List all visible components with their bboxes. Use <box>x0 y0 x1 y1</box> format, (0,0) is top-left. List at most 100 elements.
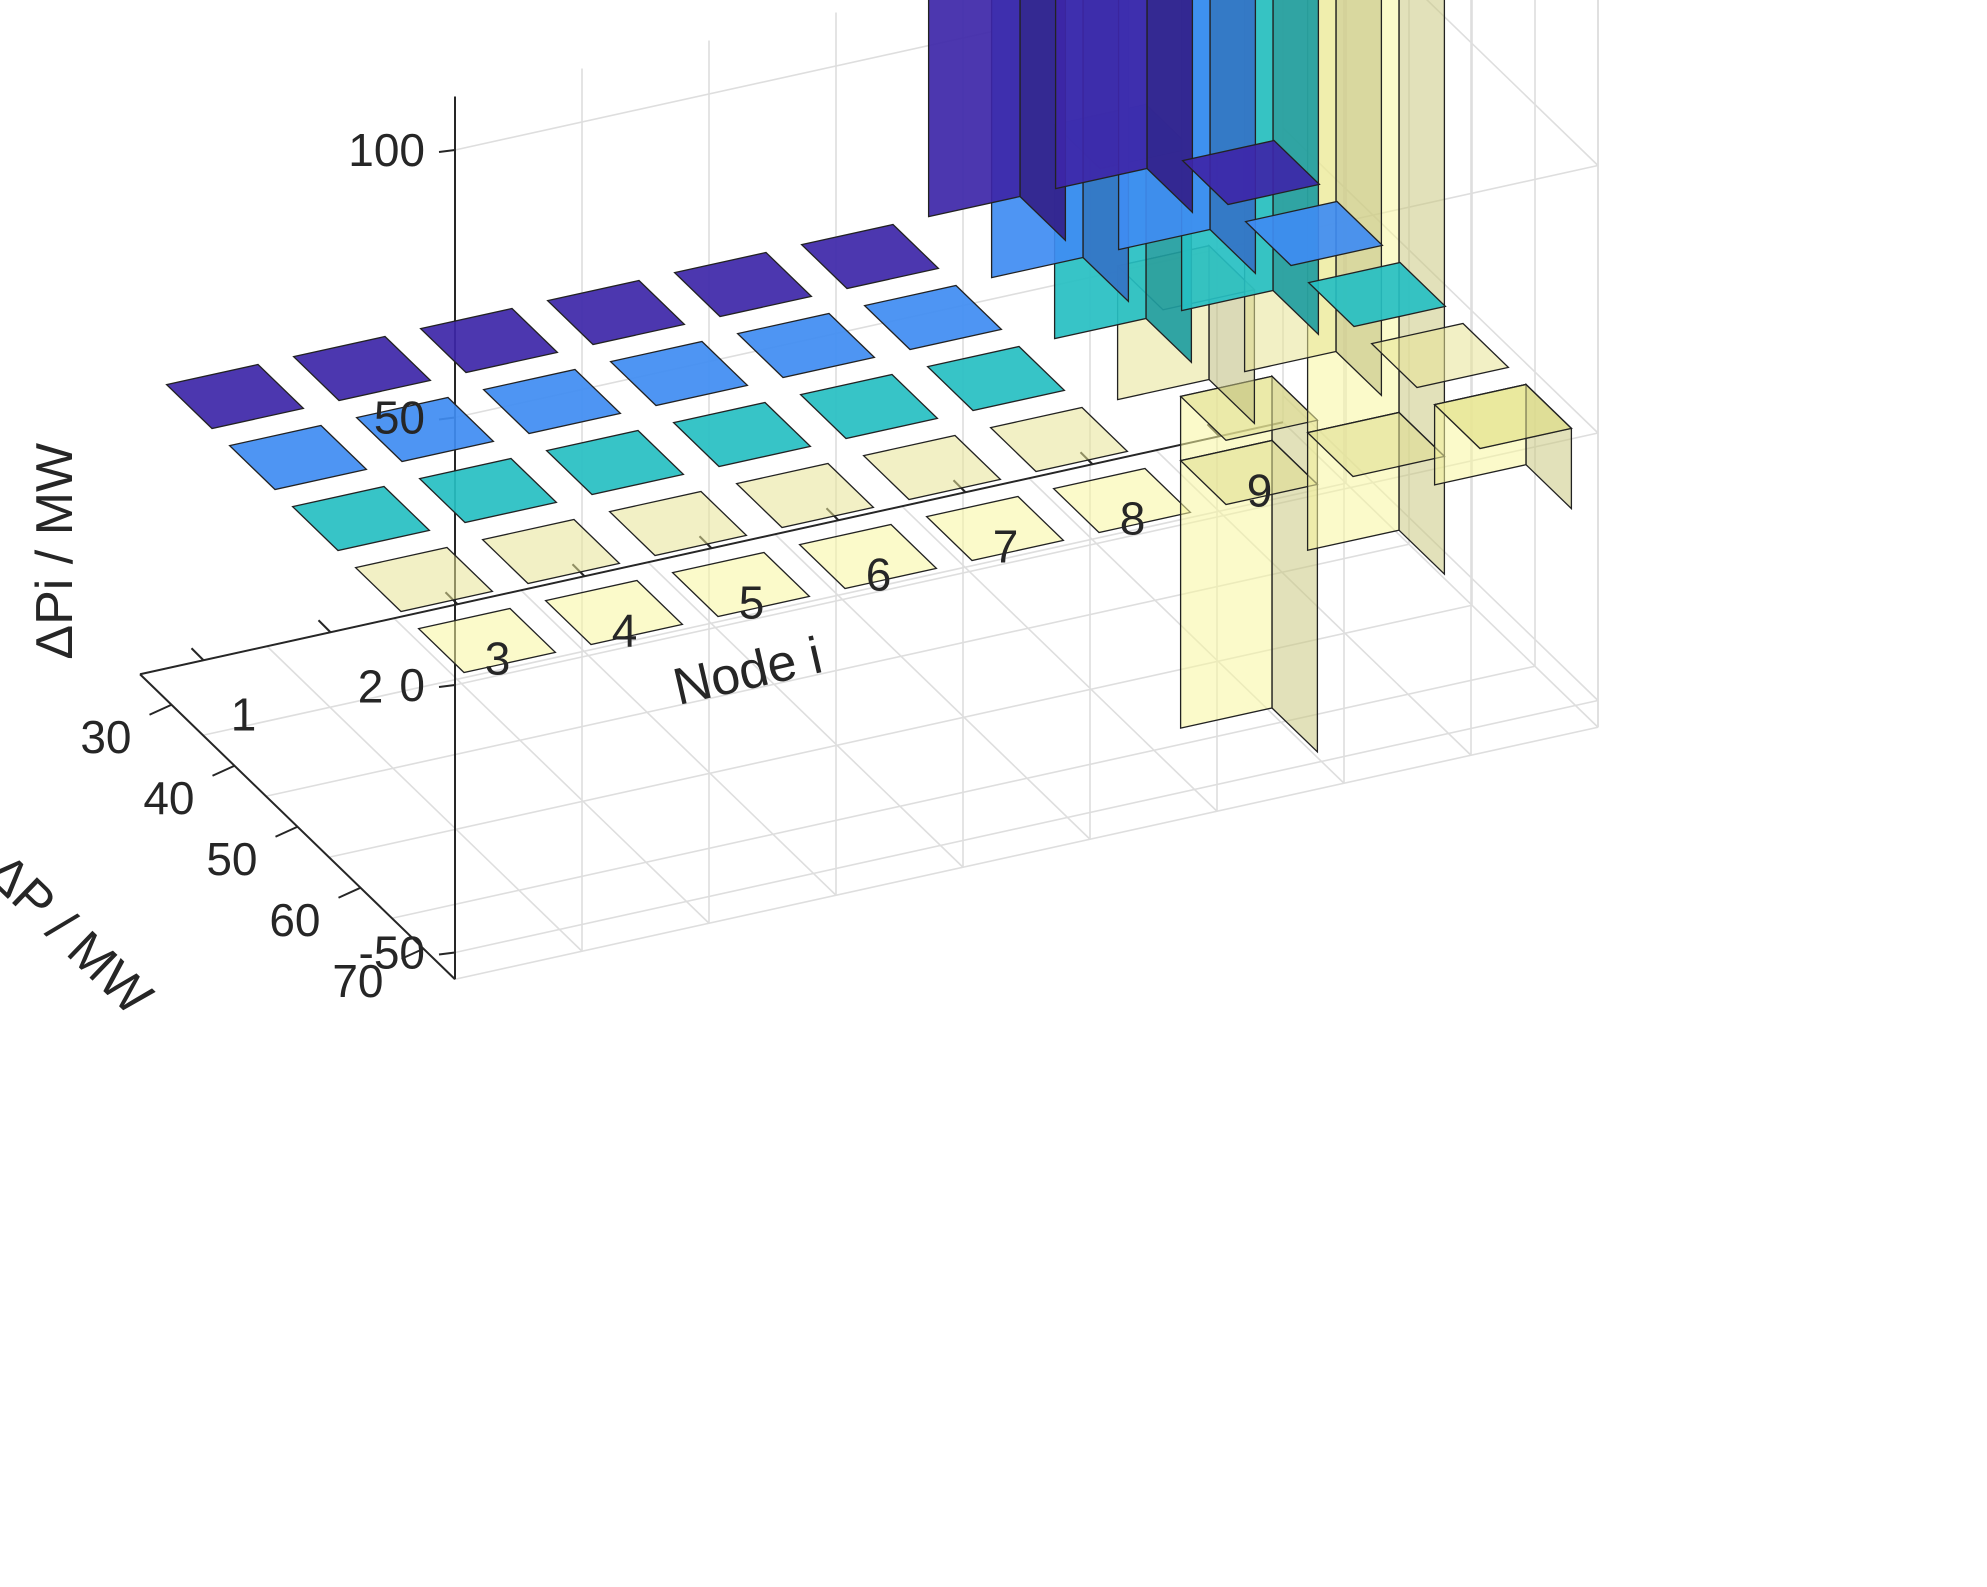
bar-node-2-dp-60 <box>481 518 621 585</box>
bar-node-4-dp-50 <box>672 401 812 468</box>
bar-side-face <box>1019 0 1067 242</box>
floor-grid-line <box>520 589 837 896</box>
floor-grid-line <box>647 561 964 868</box>
bar-node-1-dp-60 <box>354 546 494 613</box>
bar-top-face <box>418 457 558 524</box>
bar-node-1-dp-70 <box>417 607 557 674</box>
bar-node-9-dp-30 <box>1181 139 1321 206</box>
bar-node-4-dp-60 <box>735 462 875 529</box>
floor-grid-line <box>266 645 583 952</box>
bar-top-face <box>546 279 686 346</box>
bar-front-face <box>1054 0 1148 190</box>
z-tick-label: -50 <box>359 927 425 979</box>
bar-top-face <box>165 363 305 430</box>
floor-grid-line <box>454 726 1599 981</box>
bar-top-face <box>799 373 939 440</box>
axis-layer <box>139 96 1284 980</box>
bar-front-face <box>927 0 1021 218</box>
bar-node-7-dp-70 <box>1179 374 1319 486</box>
bar-top-face <box>544 579 684 646</box>
z-axis-label: ΔPi / MW <box>26 443 84 660</box>
bar-top-face <box>417 607 557 674</box>
bar-node-7-dp-70 <box>1179 438 1319 754</box>
z-tick-label: 0 <box>399 659 425 711</box>
x-axis-label: Node i <box>668 627 828 717</box>
bar-top-face <box>355 396 495 463</box>
bar-node-5-dp-40 <box>736 312 876 379</box>
bar-side-face <box>1209 0 1257 275</box>
bar-node-5-dp-50 <box>799 373 939 440</box>
y-tick-label: 60 <box>269 894 320 946</box>
bar-top-face <box>1181 139 1321 206</box>
bar-node-9-dp-50 <box>1307 261 1447 328</box>
z-tick <box>438 951 456 956</box>
bar-node-4-dp-30 <box>546 279 686 346</box>
bar-node-1-dp-50 <box>291 485 431 552</box>
bar-top-face <box>291 485 431 552</box>
y-tick-label: 30 <box>80 711 131 763</box>
bar-node-1-dp-40 <box>228 424 368 491</box>
z-tick-label: 50 <box>374 392 425 444</box>
bar-top-face <box>482 368 622 435</box>
z-tick <box>438 149 456 153</box>
bar-node-6-dp-30 <box>800 223 940 290</box>
bar-top-face <box>926 345 1066 412</box>
bar-top-face <box>671 551 811 618</box>
bar-top-face <box>735 462 875 529</box>
bar-node-6-dp-40 <box>863 284 1003 351</box>
bar-node-3-dp-40 <box>482 368 622 435</box>
bar-node-2-dp-70 <box>544 579 684 646</box>
bar-node-6-dp-50 <box>926 345 1066 412</box>
y-tick-label: 50 <box>206 833 257 885</box>
z-tick-label: 100 <box>348 124 425 176</box>
floor-grid-line <box>901 505 1218 812</box>
bar-node-7-dp-30 <box>927 0 1067 242</box>
x-tick-label: 4 <box>612 604 638 656</box>
bar-top-face <box>798 523 938 590</box>
floor-grid-line <box>202 482 1347 737</box>
bar-top-face <box>292 335 432 402</box>
y-tick <box>212 764 235 777</box>
bar-node-1-dp-30 <box>165 363 305 430</box>
bar-side-face <box>1398 0 1446 458</box>
y-tick <box>401 947 424 960</box>
y-tick-label: 40 <box>143 772 194 824</box>
bar-node-2-dp-30 <box>292 335 432 402</box>
bar-node-2-dp-40 <box>355 396 495 463</box>
bar-node-5-dp-60 <box>862 434 1002 501</box>
bar-node-3-dp-50 <box>545 429 685 496</box>
bar-side-face <box>1335 0 1383 397</box>
floor-grid-line <box>774 533 1091 840</box>
bar-node-9-dp-40 <box>1244 200 1384 267</box>
bar-top-face <box>1244 200 1384 267</box>
bar-top-face <box>608 490 748 557</box>
y-tick <box>275 825 298 838</box>
x-tick-label: 9 <box>1247 464 1273 516</box>
bar-node-4-dp-40 <box>609 340 749 407</box>
bar-top-face <box>419 307 559 374</box>
bar-node-5-dp-30 <box>673 251 813 318</box>
bar-node-2-dp-50 <box>418 457 558 524</box>
x-tick-label: 5 <box>739 576 765 628</box>
bar-node-9-dp-60 <box>1370 322 1510 389</box>
bar-side-face <box>1146 0 1194 214</box>
bar-top-face <box>228 424 368 491</box>
y-axis-label: ΔP / MW <box>0 843 163 1027</box>
x-tick-label: 7 <box>993 520 1019 572</box>
bar-top-face <box>354 546 494 613</box>
bar-node-3-dp-70 <box>671 551 811 618</box>
y-tick <box>338 886 361 899</box>
bar-top-face <box>481 518 621 585</box>
bar-node-6-dp-60 <box>989 406 1129 473</box>
back-wall-grid-line <box>454 699 1599 954</box>
bar-node-4-dp-70 <box>798 523 938 590</box>
y-tick-label: 70 <box>332 955 383 1007</box>
bar-node-3-dp-30 <box>419 307 559 374</box>
floor-grid-line <box>393 617 710 924</box>
x-tick <box>317 619 332 633</box>
bar-top-face <box>1433 383 1573 450</box>
x-tick-label: 6 <box>866 548 892 600</box>
bars-layer <box>165 0 1573 754</box>
